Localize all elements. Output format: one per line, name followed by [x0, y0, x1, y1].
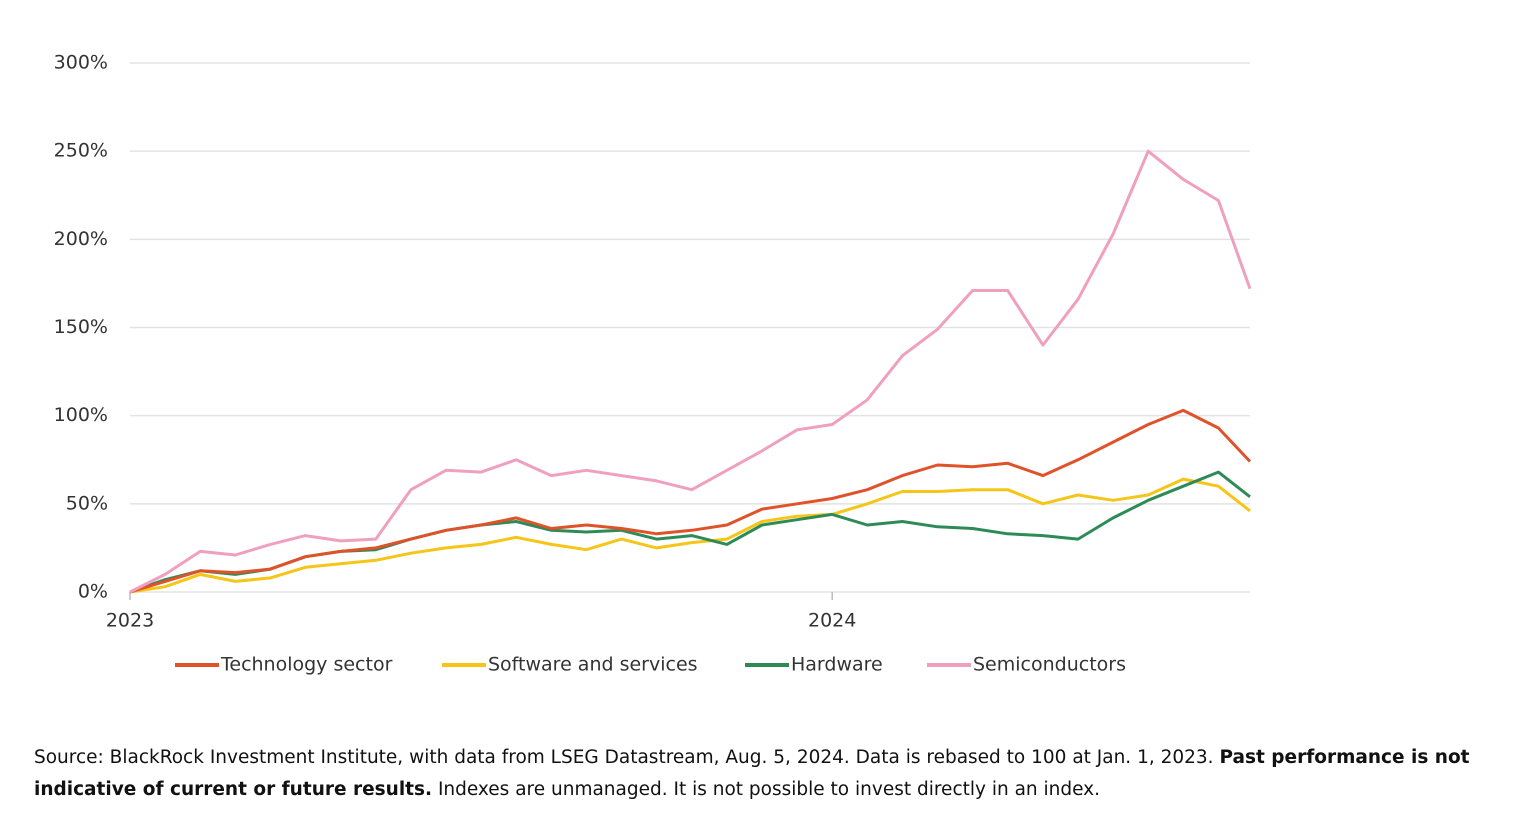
y-tick-label: 300% [54, 52, 108, 74]
series-line [129, 477, 1251, 594]
legend-label: Hardware [791, 654, 883, 676]
x-tick-label: 2024 [808, 610, 856, 632]
y-tick-label: 200% [54, 228, 108, 250]
legend-label: Semiconductors [973, 654, 1126, 676]
caption-text: Source: BlackRock Investment Institute, … [34, 747, 1220, 768]
x-tick-label: 2023 [106, 610, 154, 632]
y-tick-label: 150% [54, 316, 108, 338]
y-tick-label: 100% [54, 404, 108, 426]
legend-label: Software and services [488, 654, 698, 676]
caption: Source: BlackRock Investment Institute, … [34, 742, 1484, 806]
caption-text: Indexes are unmanaged. It is not possibl… [432, 779, 1101, 800]
y-tick-label: 50% [66, 492, 108, 514]
chart: 0% 50% 100% 150% 200% 250% 300% 2023 2024 Technol… [54, 52, 1252, 676]
y-tick-label: 0% [78, 581, 108, 603]
series-line [129, 149, 1252, 594]
legend-label: Technology sector [220, 654, 393, 676]
caption-bold: Past performance is not indicative of cu… [34, 747, 1470, 800]
series-line [129, 408, 1252, 594]
y-tick-label: 250% [54, 140, 108, 162]
